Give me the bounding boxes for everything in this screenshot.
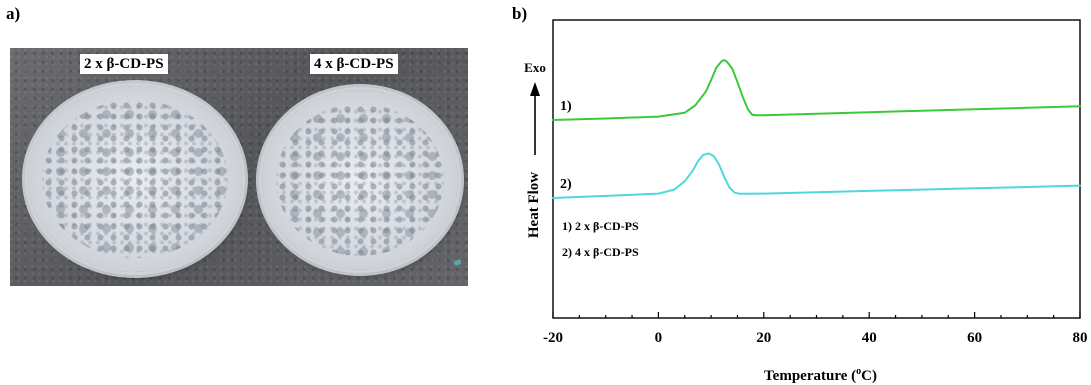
x-tick-label: 20 <box>756 330 771 346</box>
photo-label-2x: 2 x β-CD-PS <box>80 54 168 74</box>
series-marker-2: 2) <box>560 177 572 192</box>
exo-label: Exo <box>524 60 546 75</box>
petri-dish-left <box>28 86 242 272</box>
legend-entry-1: 1) 2 x β-CD-PS <box>562 219 639 233</box>
panel-b-label: b) <box>512 4 528 23</box>
x-tick-label: -20 <box>543 330 563 346</box>
x-tick-label: 40 <box>862 330 877 346</box>
panel-a-label: a) <box>6 4 21 23</box>
series-line-2 <box>552 152 1081 199</box>
petri-dish-right <box>262 90 458 270</box>
x-tick-label: 80 <box>1073 330 1088 346</box>
exo-arrow-head <box>530 82 540 96</box>
photo-label-4x: 4 x β-CD-PS <box>310 54 398 74</box>
y-axis-label: Heat Flow <box>526 172 542 238</box>
series-line-1 <box>552 59 1081 121</box>
legend-entry-2: 2) 4 x β-CD-PS <box>562 245 639 259</box>
series-marker-1: 1) <box>560 99 572 114</box>
x-tick-label: 60 <box>967 330 982 346</box>
petri-dish-photo: 2 x β-CD-PS 4 x β-CD-PS <box>10 48 468 286</box>
plot-frame <box>552 19 1081 319</box>
x-axis-label: Temperature (oC) <box>764 366 877 384</box>
x-tick-label: 0 <box>655 330 663 346</box>
